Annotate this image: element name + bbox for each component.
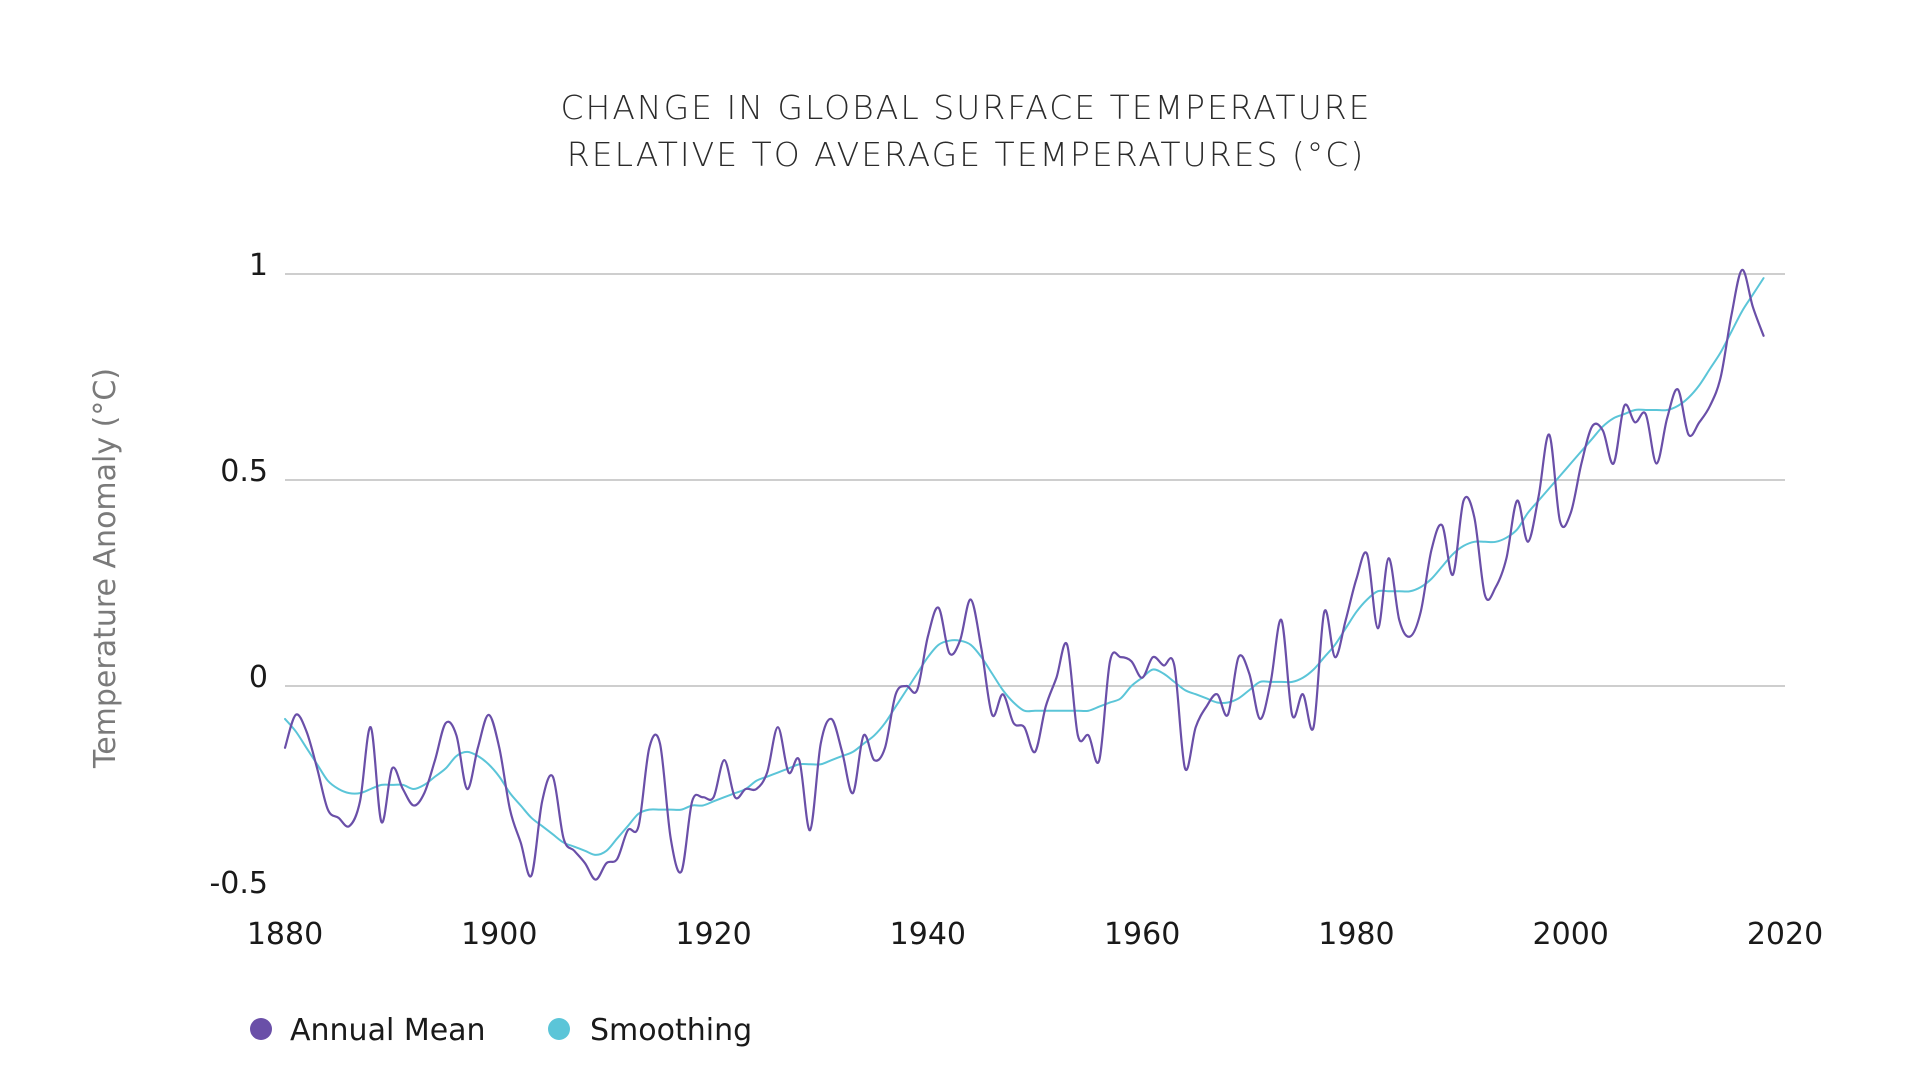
chart-title-line-2: RELATIVE TO AVERAGE TEMPERATURES (°C) bbox=[567, 135, 1365, 174]
series-lines bbox=[283, 268, 1765, 881]
x-axis-ticks: 1880 1900 1920 1940 1960 1980 2000 2020 bbox=[247, 917, 1823, 952]
y-tick-label: 0 bbox=[249, 660, 268, 695]
y-tick-label: -0.5 bbox=[209, 866, 268, 901]
x-tick-label: 1980 bbox=[1318, 917, 1394, 952]
x-tick-label: 1940 bbox=[890, 917, 966, 952]
gridlines bbox=[285, 273, 1785, 687]
x-tick-label: 2020 bbox=[1747, 917, 1823, 952]
x-tick-label: 1900 bbox=[461, 917, 537, 952]
x-tick-label: 1880 bbox=[247, 917, 323, 952]
y-tick-label: 1 bbox=[249, 248, 268, 283]
x-tick-label: 2000 bbox=[1533, 917, 1609, 952]
series-line-smoothing bbox=[284, 277, 1765, 856]
legend-label-annual-mean: Annual Mean bbox=[290, 1013, 486, 1048]
chart-title-line-1: CHANGE IN GLOBAL SURFACE TEMPERATURE bbox=[560, 88, 1371, 127]
x-tick-label: 1960 bbox=[1104, 917, 1180, 952]
y-axis-label: Temperature Anomaly (°C) bbox=[88, 368, 123, 769]
legend-label-smoothing: Smoothing bbox=[590, 1013, 752, 1048]
y-tick-label: 0.5 bbox=[220, 454, 268, 489]
y-axis-ticks: 1 0.5 0 -0.5 bbox=[209, 248, 268, 901]
legend-swatch-annual-mean bbox=[250, 1018, 272, 1040]
legend-swatch-smoothing bbox=[548, 1018, 570, 1040]
series-line-annual-mean bbox=[283, 268, 1765, 881]
x-tick-label: 1920 bbox=[675, 917, 751, 952]
legend: Annual Mean Smoothing bbox=[250, 1013, 752, 1048]
